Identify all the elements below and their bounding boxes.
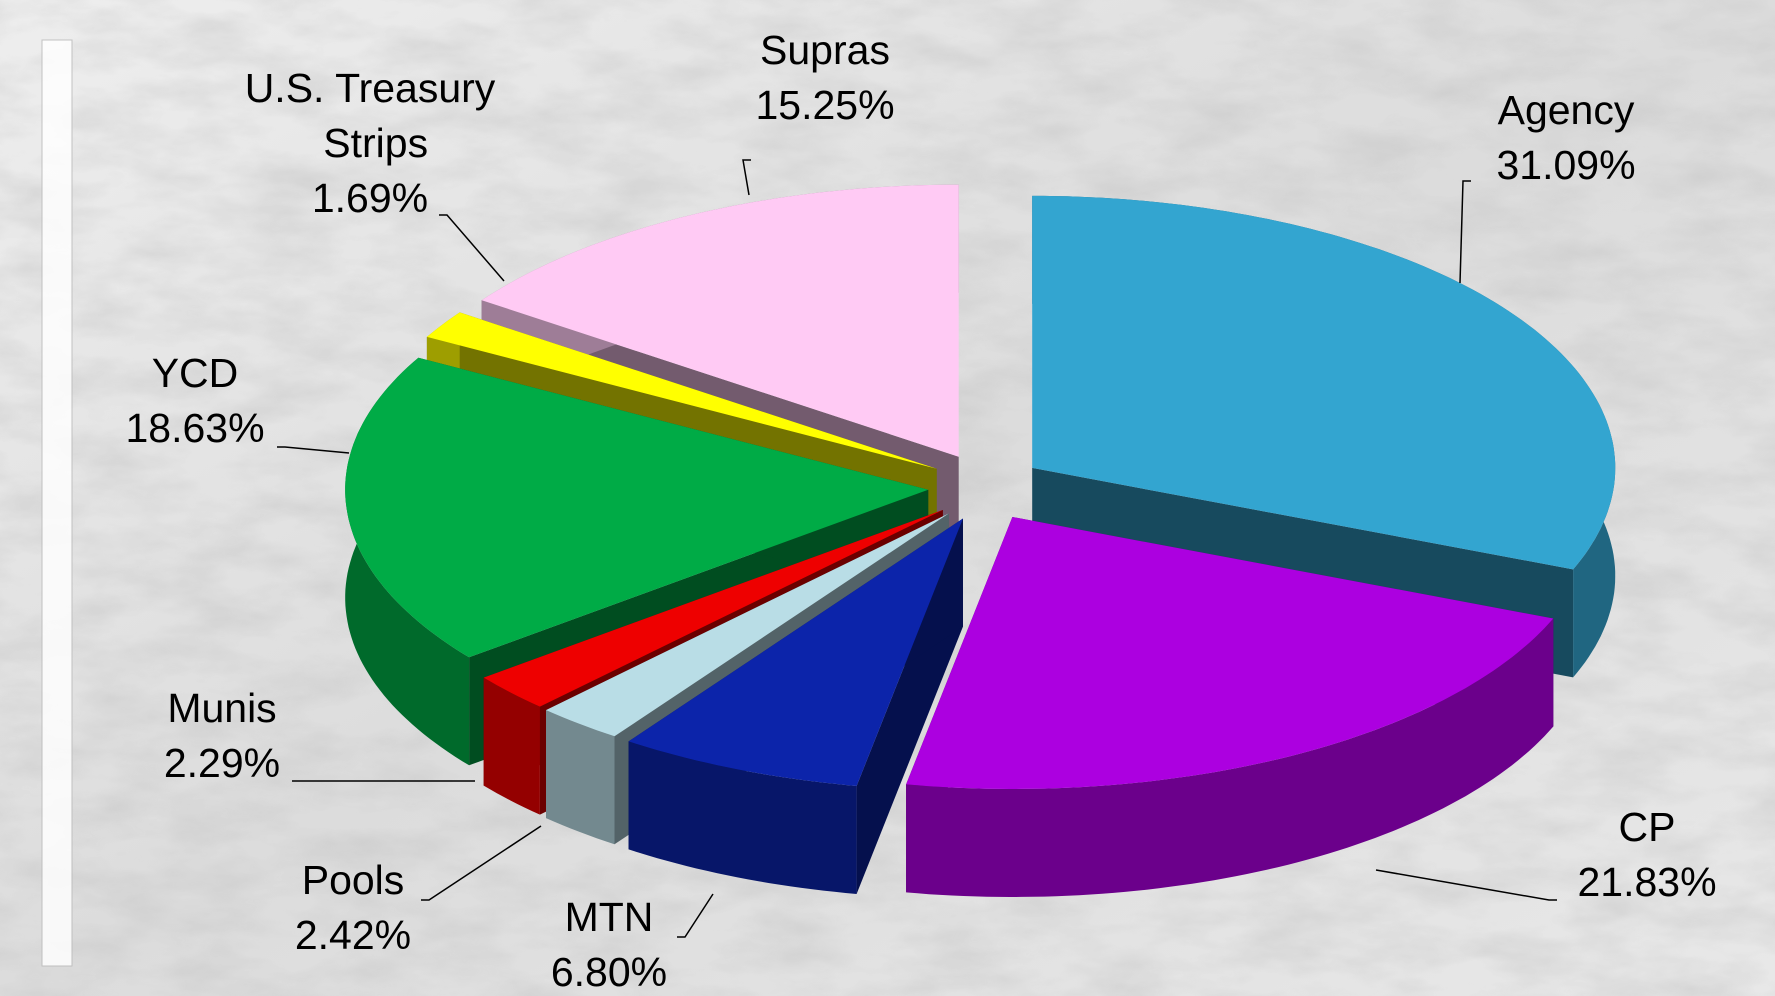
slice <box>906 517 1554 897</box>
left-bar <box>41 39 73 967</box>
slice <box>628 518 963 894</box>
value-label: 31.09% <box>1496 142 1635 188</box>
leader-line <box>677 893 714 938</box>
category-label: Agency <box>1498 87 1635 133</box>
slice-top <box>481 184 959 457</box>
category-label: Pools <box>302 857 405 903</box>
slice-wall <box>483 677 540 815</box>
slice-top <box>546 513 949 737</box>
value-label: 21.83% <box>1577 859 1716 905</box>
slice-wall <box>546 710 615 845</box>
value-label: 2.29% <box>164 740 280 786</box>
pie <box>345 184 1616 897</box>
slice-top <box>483 510 943 707</box>
leader-line <box>421 825 542 901</box>
slice-top <box>426 312 937 469</box>
value-label: 18.63% <box>125 405 264 451</box>
category-label: U.S. Treasury Strips <box>245 65 496 166</box>
leader-line <box>277 446 350 454</box>
category-label: Munis <box>167 685 276 731</box>
leader-line <box>742 159 751 196</box>
slice-top <box>906 517 1554 789</box>
category-label: CP <box>1619 804 1676 850</box>
leader-line <box>439 214 505 282</box>
slice-wall <box>906 618 1554 897</box>
leader-line <box>1375 869 1557 901</box>
category-label: Supras <box>760 27 890 73</box>
value-label: 2.42% <box>295 912 411 958</box>
value-label: 15.25% <box>755 82 894 128</box>
value-label: 6.80% <box>551 949 667 995</box>
category-label: YCD <box>152 350 239 396</box>
value-label: 1.69% <box>312 175 428 221</box>
slice-wall <box>628 741 857 894</box>
labels: Agency 31.09% CP 21.83% MTN 6.80% Pools 2.42% Mu… <box>125 27 1716 995</box>
leader-line <box>1459 180 1471 284</box>
category-label: MTN <box>565 894 654 940</box>
slice-top <box>345 357 929 658</box>
slice-top <box>1032 195 1616 570</box>
slice-top <box>628 518 963 786</box>
